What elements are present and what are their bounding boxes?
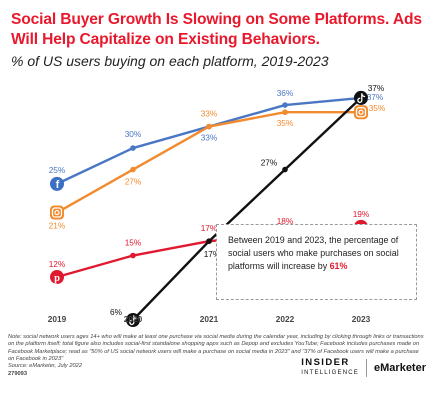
facebook-icon: f	[50, 176, 64, 191]
data-label: 37%	[367, 92, 384, 102]
data-label: 27%	[261, 158, 278, 168]
data-label: 36%	[277, 88, 294, 98]
x-tick-label: 2019	[48, 314, 67, 324]
emarketer-logo: eMarketer	[374, 362, 426, 374]
instagram-icon	[50, 205, 64, 220]
pinterest-icon: p	[50, 270, 64, 285]
data-label: 17%	[201, 223, 218, 233]
footnote: Note: social network users ages 14+ who …	[8, 334, 424, 362]
data-point	[130, 166, 136, 173]
data-label: 15%	[125, 238, 142, 248]
data-point	[282, 102, 288, 108]
data-label: 17%	[204, 249, 221, 259]
brand-divider	[366, 359, 368, 377]
data-label: 35%	[277, 118, 294, 128]
callout-box: Between 2019 and 2023, the percentage of…	[216, 224, 417, 300]
series-line	[132, 97, 362, 321]
data-point	[206, 238, 212, 244]
insider-wordmark: INSIDER	[301, 357, 350, 368]
chart-code: 279093	[8, 371, 27, 377]
tiktok-icon	[126, 313, 140, 328]
insider-intelligence-logo: INSIDER INTELLIGENCE	[301, 358, 359, 378]
data-label: 33%	[201, 109, 218, 119]
chart-subtitle: % of US users buying on each platform, 2…	[11, 53, 329, 69]
data-label: 35%	[369, 103, 386, 113]
svg-text:f: f	[56, 179, 60, 191]
source-text: Source: eMarketer, July 2022	[8, 363, 82, 369]
x-tick-label: 2020	[124, 314, 143, 324]
data-label: 33%	[201, 133, 218, 143]
data-point	[282, 166, 288, 173]
tiktok-icon	[354, 90, 368, 105]
data-label: 21%	[49, 221, 66, 231]
x-tick-label: 2022	[276, 314, 295, 324]
data-label: 18%	[277, 216, 294, 226]
brand-logos: INSIDER INTELLIGENCE eMarketer	[301, 358, 426, 378]
data-label: 27%	[125, 177, 142, 187]
instagram-icon	[354, 105, 368, 120]
data-label: 30%	[125, 129, 142, 139]
data-point	[130, 252, 136, 259]
data-point	[282, 109, 288, 116]
data-label: 37%	[368, 83, 385, 93]
data-label: 6%	[110, 307, 123, 317]
data-point	[206, 123, 212, 130]
intelligence-wordmark: INTELLIGENCE	[301, 370, 360, 376]
data-point	[130, 145, 136, 151]
data-label: 19%	[353, 209, 370, 219]
callout-highlight: 61%	[329, 261, 348, 271]
data-label: 25%	[49, 165, 66, 175]
chart-title: Social Buyer Growth Is Slowing on Some P…	[11, 11, 422, 48]
x-tick-label: 2023	[352, 314, 371, 324]
svg-text:p: p	[54, 273, 60, 284]
callout-text: Between 2019 and 2023, the percentage of…	[228, 235, 399, 271]
x-tick-label: 2021	[200, 314, 219, 324]
data-label: 12%	[49, 259, 66, 269]
